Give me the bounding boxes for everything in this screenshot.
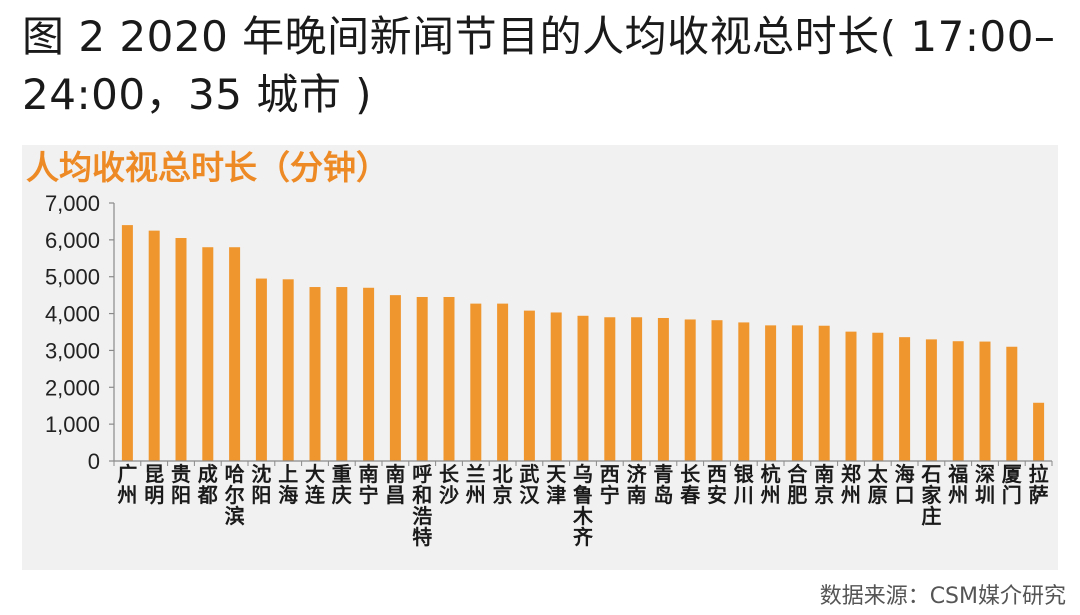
x-tick-label: 武汉 (519, 462, 540, 507)
x-tick-label: 福州 (947, 462, 968, 507)
x-tick-label: 南京 (814, 462, 834, 507)
bar-南昌 (389, 295, 401, 461)
bar-南宁 (363, 287, 375, 461)
bar-海口 (899, 337, 911, 461)
x-tick-label: 拉萨 (1029, 462, 1049, 507)
x-tick-label: 沈阳 (251, 462, 271, 507)
bar-银川 (738, 322, 750, 461)
x-tick-label: 大连 (305, 462, 326, 507)
bar-哈尔滨 (229, 247, 241, 461)
bar-太原 (872, 332, 884, 461)
x-tick-label: 青岛 (653, 462, 673, 507)
x-tick-label: 银川 (733, 462, 755, 507)
x-tick-label: 厦门 (1002, 462, 1023, 507)
bar-福州 (952, 341, 964, 461)
bar-石家庄 (925, 339, 937, 461)
x-tick-label: 北京 (493, 462, 513, 507)
bar-济南 (631, 317, 643, 461)
bar-呼和浩特 (416, 296, 428, 461)
x-tick-label: 重庆 (332, 462, 352, 507)
x-tick-label: 哈尔滨 (225, 462, 245, 528)
figure-title: 图 2 2020 年晚间新闻节目的人均收视总时长( 17:00–24:00，35… (22, 12, 1056, 119)
y-tick-label: 2,000 (45, 375, 100, 400)
data-source-note: 数据来源：CSM媒介研究 (819, 584, 1066, 609)
bar-西安 (711, 320, 723, 461)
x-tick-label: 乌鲁木齐 (572, 462, 594, 549)
x-tick-label: 天津 (546, 462, 567, 507)
x-tick-label: 长沙 (439, 462, 460, 507)
bar-青岛 (657, 317, 669, 461)
y-tick-label: 4,000 (45, 302, 100, 327)
bar-西宁 (604, 317, 616, 461)
x-tick-label: 合肥 (787, 462, 808, 507)
x-tick-label: 成都 (197, 462, 218, 507)
bar-沈阳 (255, 278, 267, 461)
x-tick-label: 南宁 (359, 462, 379, 507)
bars (121, 225, 1045, 461)
x-tick-label: 上海 (278, 462, 298, 507)
x-tick-label: 石家庄 (920, 462, 942, 528)
bar-厦门 (1006, 346, 1018, 461)
bar-合肥 (791, 325, 803, 461)
bar-长春 (684, 319, 696, 461)
x-tick-label: 海口 (895, 462, 915, 507)
x-tick-label: 济南 (627, 462, 648, 507)
bar-贵阳 (175, 238, 187, 461)
x-tick-label: 兰州 (466, 462, 486, 507)
x-tick-label: 昆明 (144, 462, 164, 507)
bar-大连 (309, 287, 321, 461)
bar-长沙 (443, 296, 455, 461)
bar-上海 (282, 279, 294, 461)
x-axis: 广州昆明贵阳成都哈尔滨沈阳上海大连重庆南宁南昌呼和浩特长沙兰州北京武汉天津乌鲁木… (113, 460, 1053, 549)
bar-深圳 (979, 341, 991, 461)
y-tick-label: 3,000 (45, 338, 100, 363)
x-tick-label: 郑州 (841, 462, 861, 507)
y-tick-label: 7,000 (45, 191, 100, 216)
x-tick-label: 广州 (117, 462, 137, 507)
bar-兰州 (470, 303, 482, 461)
x-tick-label: 太原 (868, 462, 889, 507)
chart-panel: 人均收视总时长（分钟） 0 1,000 2,000 3,000 4,000 5,000 6,… (22, 145, 1058, 570)
bar-拉萨 (1033, 402, 1045, 461)
bar-杭州 (765, 325, 777, 461)
y-tick-label: 5,000 (45, 265, 100, 290)
chart-title: 人均收视总时长（分钟） (26, 148, 389, 187)
bar-重庆 (336, 287, 348, 461)
y-axis: 0 1,000 2,000 3,000 4,000 5,000 6,000 7,000 (45, 191, 115, 474)
x-tick-label: 长春 (679, 462, 701, 507)
x-tick-label: 深圳 (975, 462, 995, 507)
x-tick-label: 呼和浩特 (412, 462, 432, 549)
bar-郑州 (845, 331, 857, 461)
bar-乌鲁木齐 (577, 315, 589, 461)
bar-南京 (818, 325, 830, 461)
y-tick-label: 6,000 (45, 228, 100, 253)
bar-武汉 (523, 310, 535, 461)
bar-广州 (121, 225, 133, 461)
x-tick-label: 杭州 (761, 462, 781, 507)
bar-昆明 (148, 230, 160, 461)
y-tick-label: 1,000 (45, 412, 100, 437)
bar-chart: 人均收视总时长（分钟） 0 1,000 2,000 3,000 4,000 5,000 6,… (26, 148, 1053, 549)
bar-北京 (497, 303, 509, 461)
x-tick-label: 贵阳 (171, 462, 191, 507)
x-tick-label: 西宁 (600, 462, 620, 507)
y-tick-label: 0 (88, 449, 100, 474)
x-tick-label: 西安 (707, 462, 727, 507)
bar-成都 (202, 247, 214, 461)
x-tick-label: 南昌 (385, 462, 405, 507)
bar-天津 (550, 312, 562, 461)
